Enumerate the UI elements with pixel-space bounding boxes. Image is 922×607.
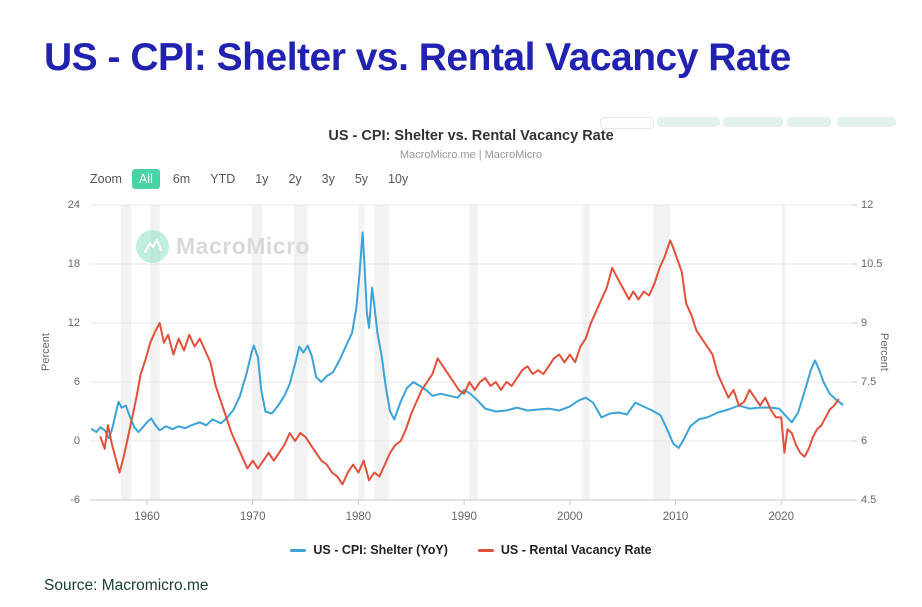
- left-axis-tick-label: 24: [67, 198, 80, 211]
- right-axis-tick-label: 4.5: [861, 493, 877, 506]
- left-axis-tick-label: 6: [73, 375, 80, 388]
- recession-band: [293, 205, 308, 500]
- source-caption: Source: Macromicro.me: [44, 577, 209, 594]
- page-title: US - CPI: Shelter vs. Rental Vacancy Rat…: [44, 36, 791, 80]
- x-axis-tick-label: 1960: [134, 511, 160, 523]
- x-axis-tick-label: 2020: [768, 511, 794, 523]
- zoom-range-button-5y[interactable]: 5y: [354, 172, 369, 186]
- x-axis-tick-label: 2000: [557, 511, 583, 523]
- zoom-range-button-1y[interactable]: 1y: [255, 172, 269, 186]
- watermark: MacroMicro: [136, 230, 310, 263]
- right-axis-tick-label: 7.5: [861, 375, 877, 388]
- header-pill-1[interactable]: [600, 117, 654, 129]
- legend-dash-icon: [477, 548, 494, 552]
- chart-subtitle: MacroMicro.me | MacroMicro: [399, 149, 543, 161]
- zoom-range-button-2y[interactable]: 2y: [288, 172, 302, 186]
- left-axis-tick-label: -6: [70, 493, 80, 506]
- macromicro-logo-icon: [136, 230, 169, 263]
- left-axis-tick-label: 0: [73, 434, 80, 447]
- x-axis-tick-label: 1980: [345, 511, 372, 523]
- watermark-text: MacroMicro: [176, 233, 311, 259]
- left-axis-title: Percent: [40, 333, 52, 371]
- header-pill-2[interactable]: [657, 117, 720, 127]
- recession-band: [469, 205, 478, 500]
- recession-band: [150, 205, 160, 500]
- legend-item-cpi-shelter[interactable]: US - CPI: Shelter (YoY): [290, 543, 448, 557]
- right-axis-title: Percent: [878, 333, 890, 371]
- zoom-range-button-ytd[interactable]: YTD: [210, 172, 236, 186]
- chart-legend: US - CPI: Shelter (YoY) US - Rental Vacan…: [90, 543, 852, 557]
- legend-dash-icon: [290, 548, 307, 552]
- right-axis-tick-label: 12: [861, 198, 874, 211]
- legend-label: US - Rental Vacancy Rate: [500, 543, 652, 557]
- recession-band: [582, 205, 590, 500]
- zoom-range-button-3y[interactable]: 3y: [321, 172, 335, 186]
- header-pill-3[interactable]: [723, 117, 783, 127]
- x-axis-tick-label: 2010: [662, 511, 689, 523]
- series-line-rental-vacancy[interactable]: [99, 239, 840, 486]
- header-pill-5[interactable]: [837, 117, 896, 127]
- zoom-range-button-10y[interactable]: 10y: [388, 172, 409, 186]
- zoom-buttons: All 6m YTD 1y 2y 3y 5y 10y: [131, 169, 421, 189]
- legend-label: US - CPI: Shelter (YoY): [313, 543, 448, 557]
- recession-band: [120, 205, 132, 500]
- header-pill-4[interactable]: [787, 117, 831, 127]
- zoom-label: Zoom: [90, 172, 122, 186]
- series-line-cpi-shelter[interactable]: [91, 231, 844, 449]
- x-axis-tick-label: 1970: [239, 511, 266, 523]
- zoom-range-button-all[interactable]: All: [131, 169, 160, 189]
- zoom-range-button-6m[interactable]: 6m: [172, 172, 191, 186]
- x-axis-tick-label: 1990: [451, 511, 477, 523]
- recession-band: [781, 205, 786, 500]
- legend-item-rental-vacancy[interactable]: US - Rental Vacancy Rate: [477, 543, 652, 557]
- zoom-toolbar: Zoom All 6m YTD 1y 2y 3y 5y 10y: [90, 169, 421, 189]
- chart-title: US - CPI: Shelter vs. Rental Vacancy Rat…: [328, 128, 614, 144]
- right-axis-tick-label: 9: [861, 316, 868, 329]
- left-axis-tick-label: 12: [67, 316, 80, 329]
- left-axis-tick-label: 18: [67, 257, 80, 270]
- right-axis-tick-label: 6: [861, 434, 868, 447]
- right-axis-tick-label: 10.5: [861, 257, 883, 270]
